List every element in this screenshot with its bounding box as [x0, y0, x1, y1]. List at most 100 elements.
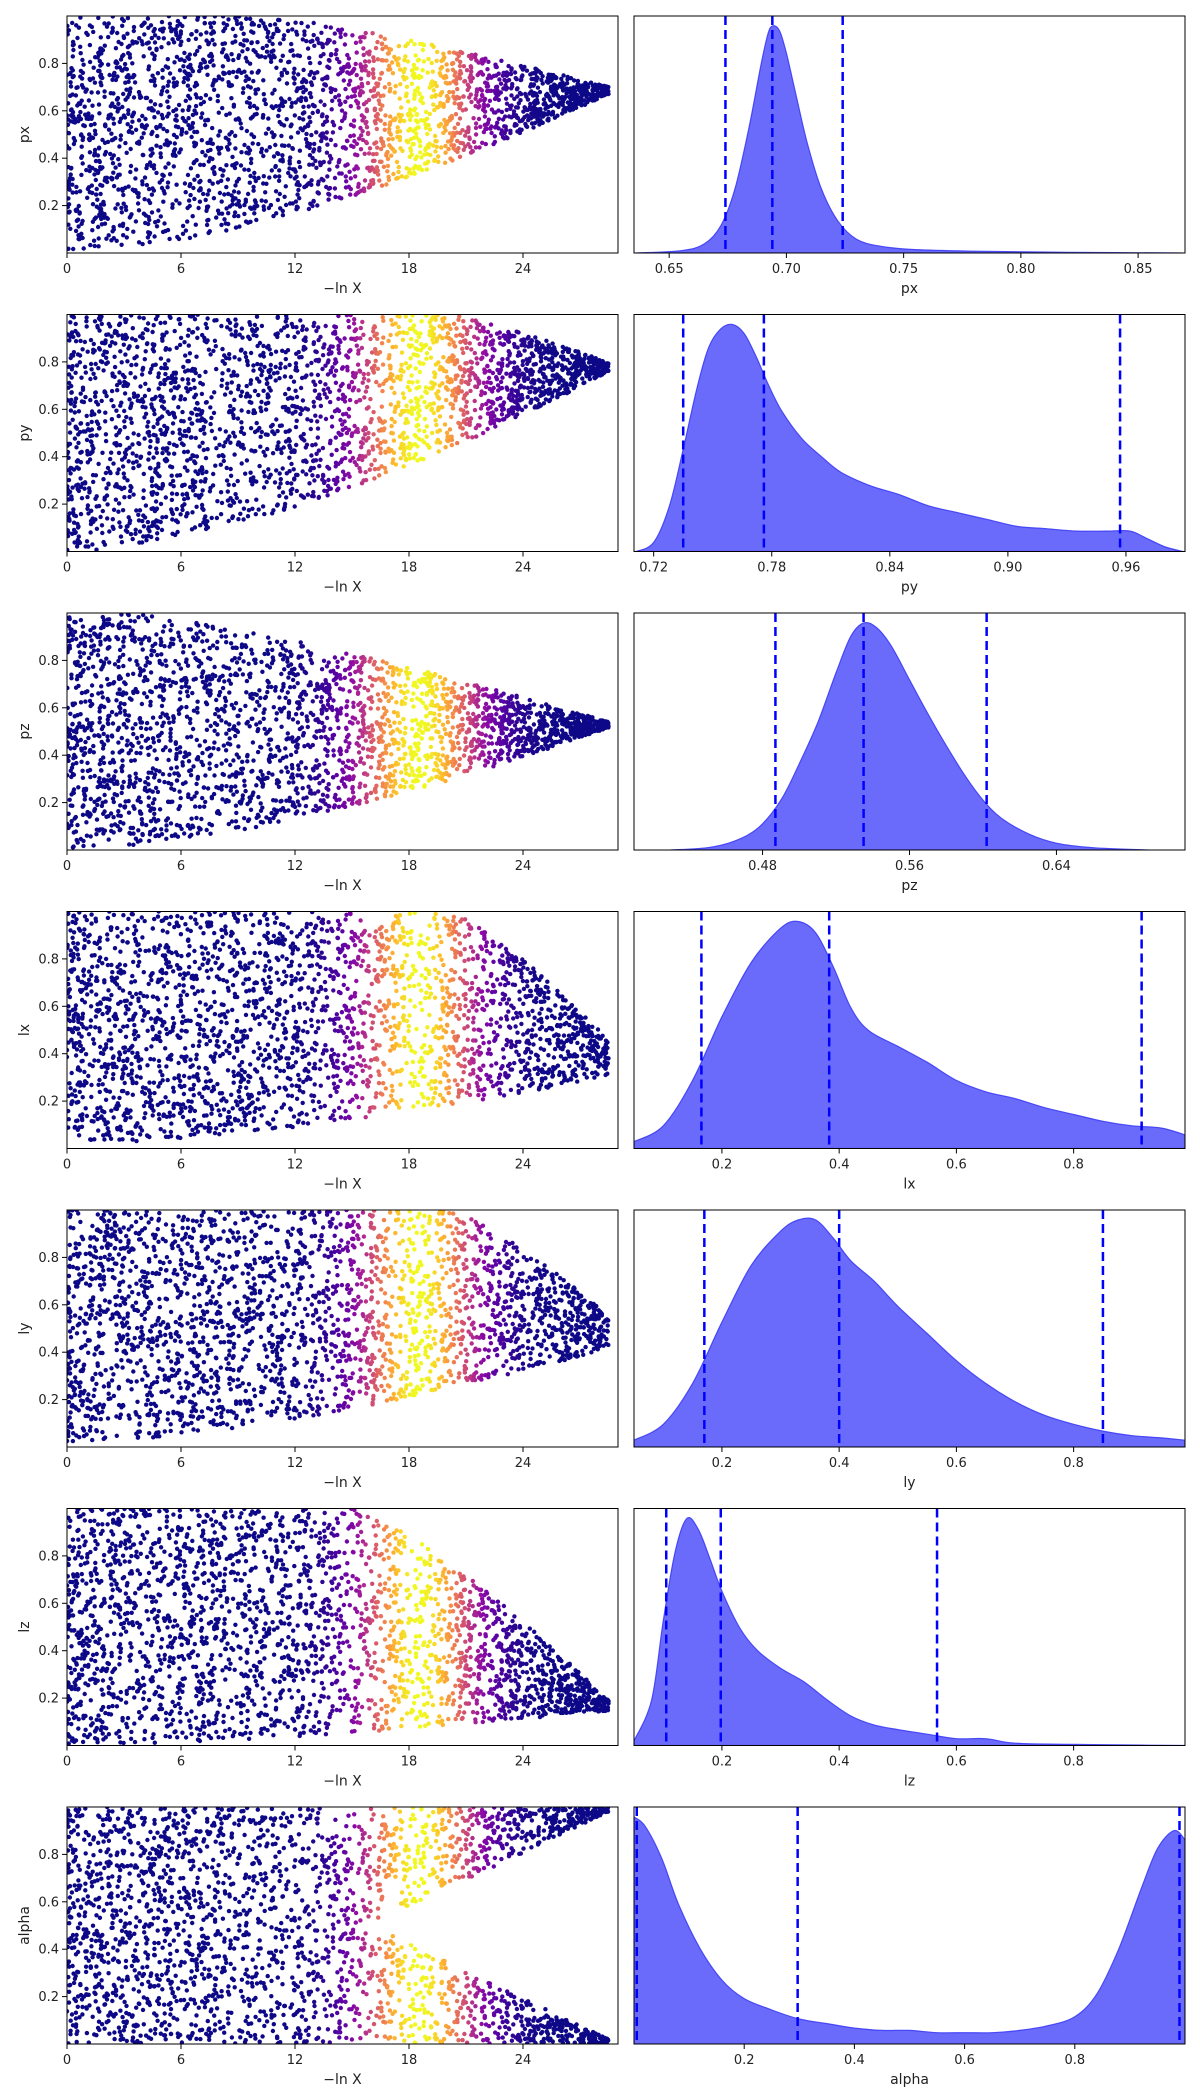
- sample-point: [456, 420, 461, 426]
- sample-point: [229, 380, 234, 385]
- sample-point: [393, 462, 399, 467]
- sample-point: [249, 70, 254, 75]
- sample-point: [393, 404, 398, 409]
- sample-point: [194, 412, 200, 418]
- sample-point: [96, 102, 102, 107]
- sample-point: [443, 121, 449, 126]
- sample-point: [378, 450, 383, 456]
- sample-point: [534, 111, 540, 116]
- sample-point: [548, 103, 554, 109]
- sample-point: [514, 87, 520, 92]
- sample-point: [403, 361, 409, 366]
- sample-point: [385, 51, 391, 56]
- sample-point: [150, 329, 155, 335]
- sample-point: [485, 76, 490, 81]
- sample-point: [344, 430, 350, 436]
- sample-point: [257, 54, 262, 59]
- sample-point: [70, 54, 76, 59]
- sample-point: [122, 485, 127, 490]
- sample-point: [505, 363, 510, 368]
- sample-point: [181, 79, 186, 85]
- sample-point: [205, 218, 210, 223]
- sample-point: [551, 93, 556, 98]
- sample-point: [116, 172, 121, 178]
- sample-point: [252, 211, 257, 216]
- sample-point: [510, 393, 516, 398]
- sample-point: [140, 42, 145, 47]
- sample-point: [75, 217, 81, 222]
- sample-point: [282, 194, 287, 199]
- sample-point: [217, 442, 222, 447]
- sample-point: [170, 531, 175, 536]
- sample-point: [159, 112, 165, 118]
- sample-point: [282, 374, 288, 379]
- sample-point: [85, 448, 90, 454]
- sample-point: [100, 214, 106, 219]
- sample-point: [80, 161, 85, 166]
- sample-point: [203, 197, 208, 203]
- sample-point: [126, 108, 131, 113]
- sample-point: [256, 507, 261, 512]
- sample-point: [328, 438, 333, 443]
- sample-point: [170, 202, 175, 207]
- sample-point: [455, 440, 460, 446]
- sample-point: [305, 46, 311, 51]
- sample-point: [123, 97, 128, 102]
- sample-point: [403, 175, 408, 180]
- sample-point: [354, 191, 360, 196]
- sample-point: [377, 76, 382, 82]
- sample-point: [71, 507, 76, 512]
- sample-point: [540, 81, 545, 86]
- sample-point: [245, 362, 250, 368]
- sample-point: [79, 221, 84, 226]
- sample-point: [371, 432, 376, 437]
- sample-point: [67, 246, 71, 251]
- sample-point: [238, 511, 243, 516]
- sample-point: [97, 111, 102, 116]
- sample-point: [254, 497, 259, 502]
- sample-point: [154, 46, 159, 51]
- sample-point: [265, 381, 270, 386]
- sample-point: [231, 57, 236, 63]
- sample-point: [166, 111, 171, 116]
- sample-point: [231, 482, 237, 488]
- sample-point: [408, 107, 413, 112]
- sample-point: [278, 58, 283, 63]
- sample-point: [317, 60, 322, 66]
- sample-point: [205, 316, 210, 321]
- sample-point: [266, 475, 272, 480]
- sample-point: [171, 84, 177, 89]
- sample-point: [108, 456, 113, 462]
- sample-point: [84, 539, 90, 544]
- sample-point: [204, 38, 209, 43]
- sample-point: [259, 150, 264, 155]
- sample-point: [124, 524, 129, 529]
- sample-point: [290, 27, 295, 32]
- sample-point: [533, 91, 538, 96]
- sample-point: [237, 224, 242, 229]
- sample-point: [208, 137, 213, 142]
- sample-point: [371, 326, 376, 331]
- sample-point: [82, 339, 88, 345]
- sample-point: [159, 185, 165, 191]
- sample-point: [284, 81, 290, 86]
- sample-point: [153, 433, 158, 438]
- sample-point: [67, 516, 72, 522]
- sample-point: [281, 33, 287, 38]
- sample-point: [213, 463, 218, 468]
- sample-point: [251, 368, 256, 373]
- sample-point: [396, 324, 401, 330]
- sample-point: [313, 158, 318, 164]
- sample-point: [380, 388, 385, 394]
- sample-point: [193, 493, 198, 498]
- sample-point: [360, 129, 365, 134]
- sample-point: [209, 515, 214, 521]
- sample-point: [259, 408, 264, 414]
- sample-point: [395, 134, 400, 140]
- sample-point: [85, 195, 90, 200]
- sample-point: [193, 370, 198, 376]
- sample-point: [249, 132, 254, 137]
- sample-point: [268, 362, 273, 368]
- sample-point: [89, 412, 94, 418]
